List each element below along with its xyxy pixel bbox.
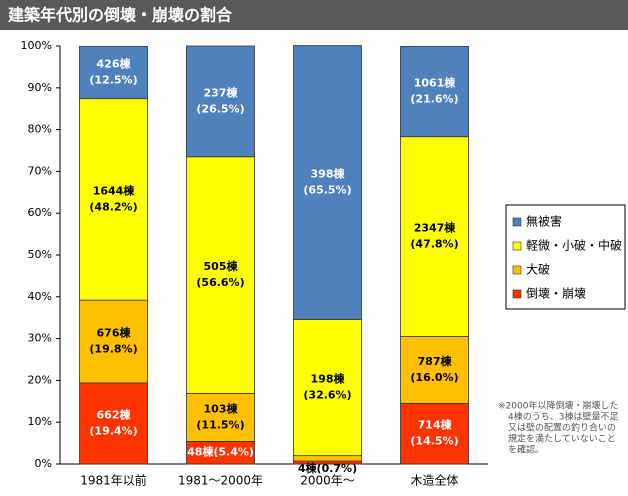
legend-swatch [512, 217, 522, 227]
value-label: (12.5%) [89, 74, 137, 87]
x-tick-label: 1981年以前 [80, 473, 147, 488]
footnote: を確認。 [508, 444, 544, 456]
y-tick-label: 30% [28, 332, 52, 345]
bar-segment [79, 46, 148, 100]
x-tick-label: 木造全体 [410, 473, 458, 488]
value-label: (56.6%) [196, 276, 244, 289]
count-label: 4棟 [298, 461, 318, 475]
count-label: 2347棟 [414, 221, 457, 235]
legend-box [505, 204, 626, 310]
bar-segment [293, 318, 362, 457]
y-tick-label: 80% [28, 123, 52, 136]
value-label: (16.0%) [410, 371, 458, 384]
value-label: (48.2%) [89, 200, 137, 213]
value-label: (21.6%) [410, 93, 458, 106]
legend-swatch [512, 289, 522, 299]
legend-label: 倒壊・崩壊 [526, 287, 586, 301]
bar-segment [400, 402, 469, 465]
y-tick-label: 70% [28, 164, 52, 177]
y-tick-label: 90% [28, 81, 52, 94]
legend-swatch [512, 265, 522, 275]
bar-segment [79, 98, 148, 301]
count-label: 48棟 [187, 445, 214, 459]
bar-segment [400, 46, 469, 138]
header-bar [0, 0, 628, 30]
y-tick-label: 100% [21, 39, 52, 52]
y-tick-label: 60% [28, 206, 52, 219]
bar-segment [293, 45, 362, 320]
y-tick-label: 20% [28, 373, 52, 386]
value-label: (26.5%) [196, 102, 244, 115]
value-label: (0.7%) [317, 462, 358, 475]
y-tick-label: 50% [28, 248, 52, 261]
footnote: ※2000年以降倒壊・崩壊した [498, 400, 618, 412]
y-tick-label: 0% [35, 457, 52, 470]
value-label: (47.8%) [410, 238, 458, 251]
value-label: (14.5%) [410, 435, 458, 448]
count-label: 662棟 [97, 407, 132, 421]
count-label: 787棟 [418, 354, 453, 368]
value-label: (32.6%) [303, 389, 351, 402]
bar-segment [186, 392, 255, 442]
count-label: 1061棟 [414, 76, 457, 90]
legend-label: 軽微・小破・中破 [526, 238, 622, 253]
value-label: (11.5%) [196, 418, 244, 431]
footnote: 又は壁の配置の釣り合いの [508, 422, 616, 434]
x-tick-label: 1981～2000年 [178, 474, 263, 488]
legend-label: 大破 [526, 262, 550, 277]
value-label: (19.4%) [89, 424, 137, 437]
footnote: 規定を満たしていないこと [508, 433, 616, 445]
y-tick-label: 10% [28, 415, 52, 428]
legend-label: 無被害 [526, 214, 562, 229]
legend-swatch [512, 241, 522, 251]
y-tick-label: 40% [28, 290, 52, 303]
count-label: 398棟 [311, 166, 346, 180]
value-label: (19.8%) [89, 343, 137, 356]
segment-label: 4棟(0.7%) [298, 461, 357, 475]
count-label: 505棟 [204, 259, 239, 273]
count-label: 237棟 [204, 85, 239, 99]
segment-label: 48棟(5.4%) [187, 445, 254, 459]
bar-segment [186, 45, 255, 158]
count-label: 1644棟 [93, 183, 136, 197]
count-label: 714棟 [418, 418, 453, 432]
count-label: 426棟 [97, 57, 132, 71]
footnote: 4棟のうち、3棟は壁量不足 [508, 411, 618, 423]
count-label: 198棟 [311, 372, 346, 386]
count-label: 103棟 [204, 401, 239, 415]
bar-segment [400, 136, 469, 337]
bar-segment [79, 299, 148, 384]
count-label: 676棟 [97, 326, 132, 340]
value-label: (5.4%) [213, 446, 254, 459]
value-label: (65.5%) [303, 183, 351, 196]
bar-segment [186, 156, 255, 394]
x-tick-label: 2000年～ [300, 474, 355, 488]
bar-segment [400, 336, 469, 404]
bar-segment [79, 382, 148, 465]
chart-title: 建築年代別の倒壊・崩壊の割合 [8, 6, 233, 25]
